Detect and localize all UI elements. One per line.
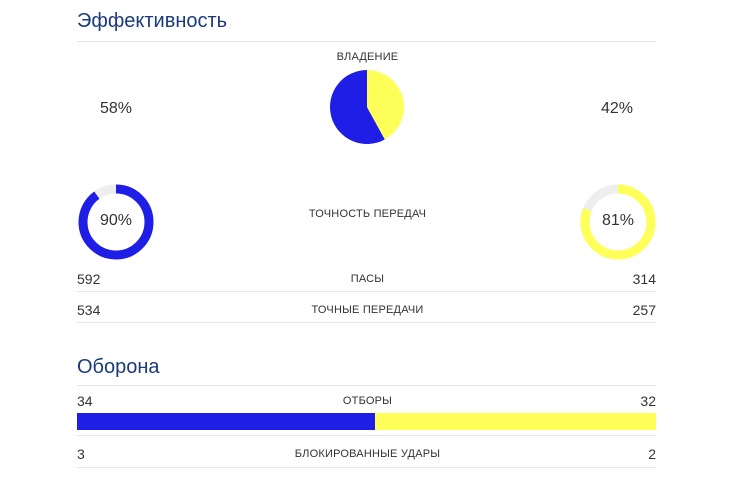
divider: [77, 385, 656, 386]
ring-away-fill: [580, 184, 656, 260]
ring-home-fill: [78, 184, 154, 260]
blocked-shots-away-value: 2: [648, 446, 656, 462]
possession-pie-chart: [330, 70, 404, 144]
divider: [77, 435, 656, 436]
passes-home-value: 592: [77, 271, 101, 287]
section-title-efficiency: Эффективность: [77, 10, 228, 32]
divider: [77, 322, 656, 323]
tackles-home-bar: [77, 413, 375, 430]
divider: [77, 41, 656, 42]
tackles-away-value: 32: [640, 393, 656, 409]
passes-away-value: 314: [632, 271, 656, 287]
pass-accuracy-home-value: 90%: [99, 212, 133, 229]
pass-accuracy-home-ring: [78, 184, 154, 260]
divider: [77, 467, 656, 468]
accurate-passes-label: ТОЧНЫЕ ПЕРЕДАЧИ: [311, 304, 424, 316]
blocked-shots-label: БЛОКИРОВАННЫЕ УДАРЫ: [294, 448, 441, 460]
section-title-defense: Оборона: [77, 356, 160, 378]
possession-pie-home-slice: [330, 70, 385, 144]
pass-accuracy-away-ring: [580, 184, 656, 260]
blocked-shots-home-value: 3: [77, 446, 85, 462]
tackles-label: ОТБОРЫ: [342, 395, 393, 407]
possession-label: ВЛАДЕНИЕ: [336, 51, 399, 63]
pass-accuracy-label: ТОЧНОСТЬ ПЕРЕДАЧ: [308, 208, 427, 220]
divider: [77, 291, 656, 292]
possession-away-value: 42%: [601, 100, 634, 117]
accurate-passes-home-value: 534: [77, 302, 101, 318]
pass-accuracy-away-value: 81%: [601, 212, 635, 229]
possession-home-value: 58%: [100, 100, 133, 117]
accurate-passes-away-value: 257: [632, 302, 656, 318]
possession-pie-away-slice: [367, 70, 404, 140]
passes-label: ПАСЫ: [350, 273, 385, 285]
tackles-home-value: 34: [77, 393, 93, 409]
tackles-away-bar: [375, 413, 656, 430]
